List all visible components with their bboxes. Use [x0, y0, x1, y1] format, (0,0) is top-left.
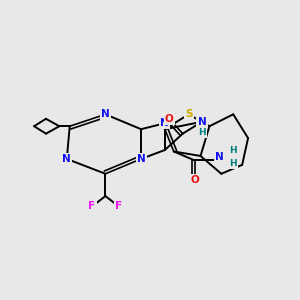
Text: F: F [115, 202, 122, 212]
Text: S: S [185, 109, 192, 119]
Text: O: O [165, 114, 174, 124]
Text: H: H [230, 146, 237, 154]
Text: N: N [198, 117, 206, 127]
Text: N: N [137, 154, 146, 164]
Text: O: O [190, 175, 199, 185]
Text: N: N [62, 154, 71, 164]
Text: F: F [88, 202, 96, 212]
Text: N: N [215, 152, 224, 162]
Text: N: N [101, 109, 110, 119]
Text: H: H [198, 128, 206, 137]
Text: N: N [160, 118, 169, 128]
Text: H: H [230, 159, 237, 168]
